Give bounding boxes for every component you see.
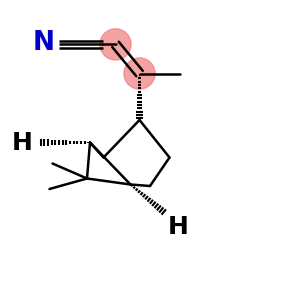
Text: H: H [168, 214, 189, 239]
Circle shape [100, 29, 131, 60]
Text: H: H [12, 130, 33, 154]
Text: N: N [32, 31, 55, 56]
Circle shape [124, 58, 155, 89]
